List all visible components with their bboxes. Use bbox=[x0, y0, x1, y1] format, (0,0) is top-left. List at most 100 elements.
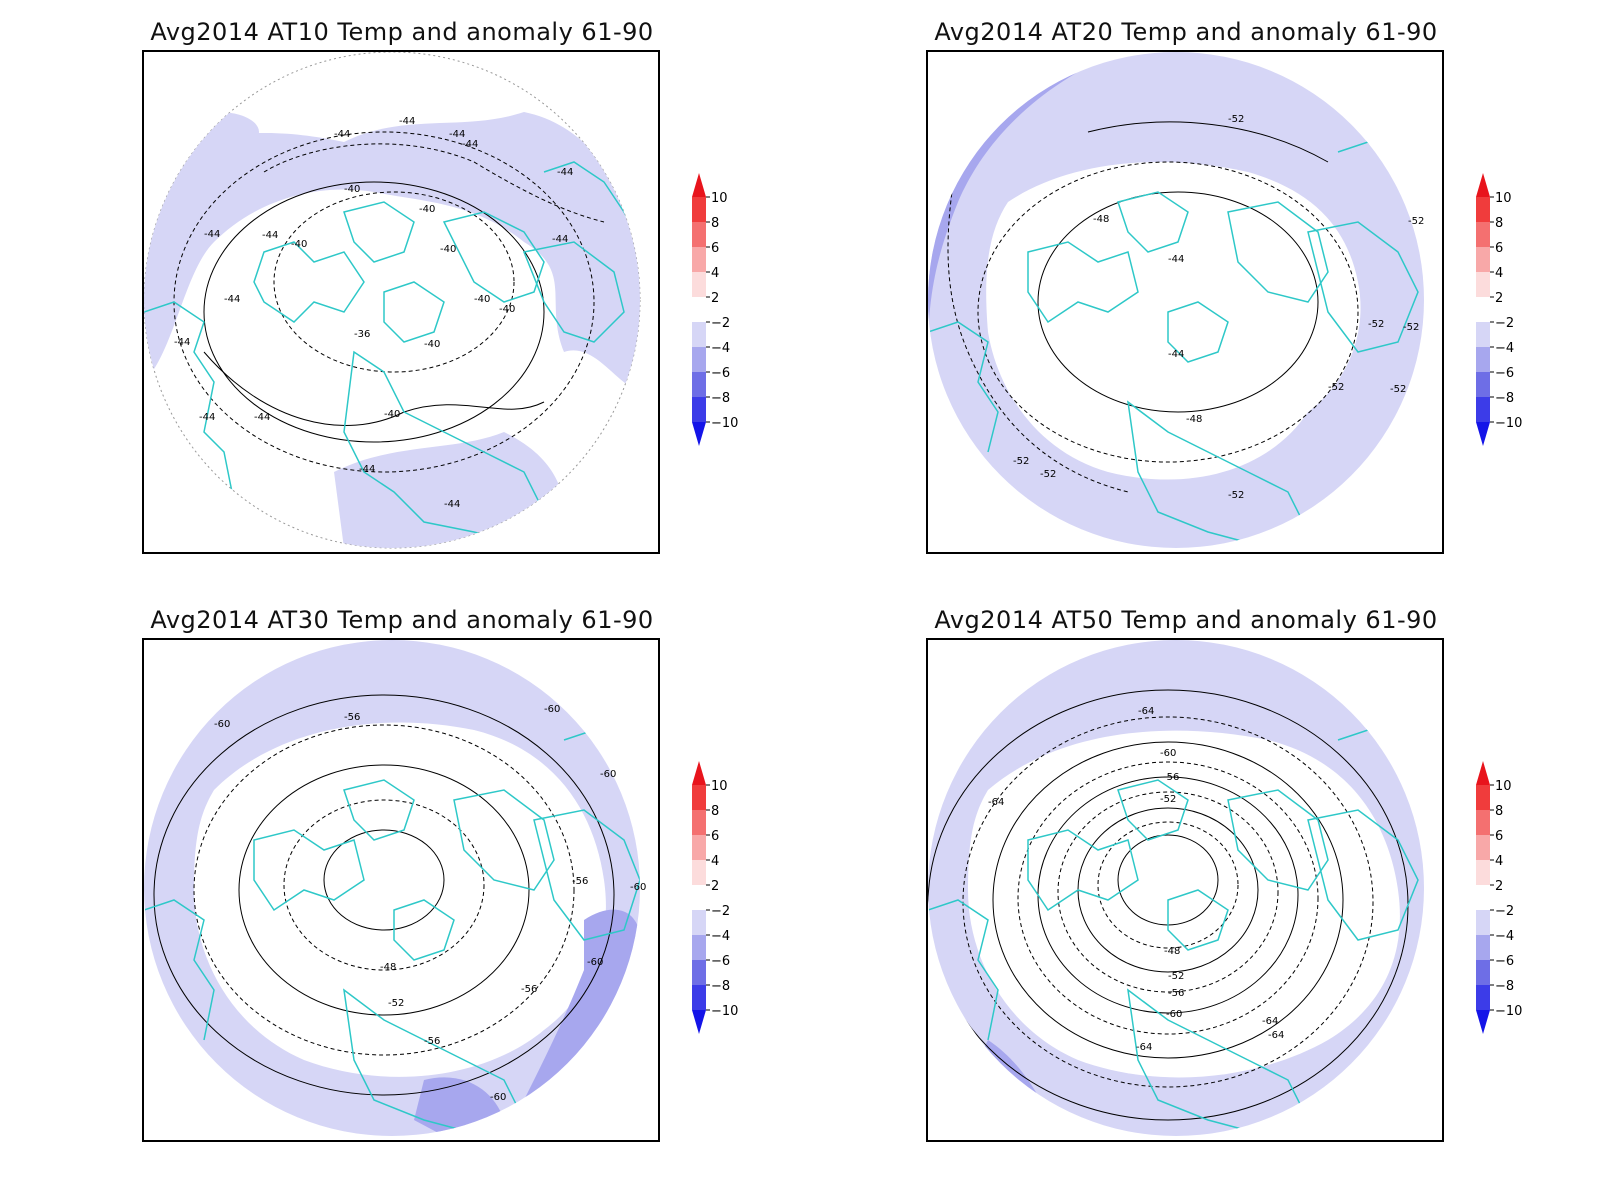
colorbar-label: −6 bbox=[1495, 954, 1514, 969]
contour-label: -48 bbox=[1186, 414, 1202, 425]
colorbar-box bbox=[1476, 935, 1490, 960]
colorbar-label: −6 bbox=[1495, 366, 1514, 381]
colorbar-label: −8 bbox=[1495, 979, 1514, 994]
colorbar-label: 10 bbox=[1495, 779, 1512, 794]
contour-label: -44 bbox=[334, 129, 350, 140]
colorbar-label: −10 bbox=[1495, 416, 1522, 431]
contour-label: -60 bbox=[1166, 1009, 1182, 1020]
colorbar-box bbox=[692, 372, 706, 397]
colorbar-max-arrow bbox=[692, 761, 706, 785]
colorbar-label: 2 bbox=[711, 291, 719, 306]
contour-label: -40 bbox=[474, 294, 490, 305]
contour-label: -60 bbox=[544, 704, 560, 715]
contour-label: -52 bbox=[1160, 794, 1176, 805]
colorbar-label: 10 bbox=[1495, 191, 1512, 206]
colorbar-label: −4 bbox=[711, 341, 730, 356]
colorbar-box bbox=[1476, 297, 1490, 322]
colorbar-box bbox=[692, 785, 706, 810]
contour-label: -44 bbox=[557, 167, 573, 178]
colorbar-box bbox=[692, 910, 706, 935]
colorbar: 10 8 6 4 2 −2 −4 −6 −8 −10 bbox=[690, 172, 760, 472]
map-frame: -52 -48 -44 -44 -48 -52 -52 -52 -52 -52 … bbox=[926, 50, 1444, 554]
colorbar-graphic: 10 8 6 4 2 −2 −4 −6 −8 −10 bbox=[692, 173, 738, 446]
map-frame: -64 -64 -60 -56 -52 -48 -52 -56 -60 -64 … bbox=[926, 638, 1444, 1142]
colorbar-box bbox=[692, 272, 706, 297]
colorbar-label: −6 bbox=[711, 954, 730, 969]
anomaly-area bbox=[334, 432, 566, 548]
colorbar-box bbox=[692, 935, 706, 960]
contours bbox=[947, 121, 1359, 493]
colorbar-box bbox=[692, 197, 706, 222]
panel-title: Avg2014 AT20 Temp and anomaly 61-90 bbox=[934, 18, 1438, 46]
colorbar-graphic: 10 8 6 4 2 −2 −4 −6 −8 −10 bbox=[1476, 761, 1522, 1034]
coastlines bbox=[928, 729, 1424, 1136]
colorbar-label: −2 bbox=[711, 904, 730, 919]
contour-label: -56 bbox=[521, 984, 537, 995]
map-panel-at20: Avg2014 AT20 Temp and anomaly 61-90 bbox=[926, 18, 1446, 558]
colorbar-box bbox=[1476, 272, 1490, 297]
colorbar-box bbox=[1476, 372, 1490, 397]
colorbar-label: 4 bbox=[1495, 266, 1503, 281]
colorbar-box bbox=[1476, 860, 1490, 885]
colorbar-label: 4 bbox=[1495, 854, 1503, 869]
colorbar-label: 6 bbox=[1495, 241, 1503, 256]
contour-label: -44 bbox=[444, 499, 460, 510]
contour-label: -52 bbox=[1408, 216, 1424, 227]
colorbar-label: 8 bbox=[1495, 804, 1503, 819]
anomaly-area bbox=[986, 162, 1361, 480]
colorbar-box bbox=[1476, 885, 1490, 910]
colorbar-box bbox=[692, 860, 706, 885]
contour-label: -40 bbox=[384, 409, 400, 420]
colorbar-box bbox=[1476, 322, 1490, 347]
colorbar-min-arrow bbox=[1476, 1010, 1490, 1034]
contour-label: -60 bbox=[587, 957, 603, 968]
colorbar-label: 8 bbox=[711, 804, 719, 819]
contour-label: -64 bbox=[1136, 1042, 1152, 1053]
contour-label: -44 bbox=[462, 139, 478, 150]
colorbar-label: 6 bbox=[711, 829, 719, 844]
contour-label: -52 bbox=[1403, 322, 1419, 333]
contour-labels: -60 -56 -60 -60 -56 -48 -52 -56 -56 -60 … bbox=[214, 704, 646, 1103]
contour-label: -60 bbox=[490, 1092, 506, 1103]
map-frame: -60 -56 -60 -60 -56 -48 -52 -56 -56 -60 … bbox=[142, 638, 660, 1142]
colorbar-min-arrow bbox=[1476, 422, 1490, 446]
contour-label: -44 bbox=[1168, 254, 1184, 265]
polar-map: -44 -44 -44 -44 -44 -44 -44 -44 -44 -44 … bbox=[144, 52, 641, 549]
contour-label: -52 bbox=[1013, 456, 1029, 467]
contour-label: -56 bbox=[1168, 988, 1184, 999]
colorbar-min-arrow bbox=[692, 422, 706, 446]
contour-label: -48 bbox=[1164, 946, 1180, 957]
contour-label: -44 bbox=[1168, 349, 1184, 360]
colorbar-label: 10 bbox=[711, 779, 728, 794]
contour-label: -52 bbox=[1390, 384, 1406, 395]
colorbar-label: 6 bbox=[1495, 829, 1503, 844]
map-panel-at50: Avg2014 AT50 Temp and anomaly 61-90 bbox=[926, 606, 1446, 1146]
contour-label: -52 bbox=[1368, 319, 1384, 330]
polar-map: -52 -48 -44 -44 -48 -52 -52 -52 -52 -52 … bbox=[928, 52, 1424, 548]
contour-label: -60 bbox=[1160, 748, 1176, 759]
contour-label: -48 bbox=[1093, 214, 1109, 225]
colorbar-label: −2 bbox=[1495, 904, 1514, 919]
panel-title: Avg2014 AT50 Temp and anomaly 61-90 bbox=[934, 606, 1438, 634]
colorbar-min-arrow bbox=[692, 1010, 706, 1034]
colorbar-box bbox=[692, 297, 706, 322]
colorbar-label: 4 bbox=[711, 266, 719, 281]
colorbar-box bbox=[1476, 347, 1490, 372]
contour-label: -44 bbox=[254, 412, 270, 423]
colorbar-label: 10 bbox=[711, 191, 728, 206]
contour-label: -60 bbox=[630, 882, 646, 893]
contour-labels: -64 -64 -60 -56 -52 -48 -52 -56 -60 -64 … bbox=[988, 706, 1284, 1053]
contour-label: -52 bbox=[1328, 382, 1344, 393]
contour-label: -40 bbox=[419, 204, 435, 215]
contour-label: -40 bbox=[499, 304, 515, 315]
contour-label: -60 bbox=[214, 719, 230, 730]
colorbar-graphic: 10 8 6 4 2 −2 −4 −6 −8 −10 bbox=[692, 761, 738, 1034]
colorbar-label: −4 bbox=[711, 929, 730, 944]
contours bbox=[153, 694, 615, 1096]
contour-label: -44 bbox=[262, 230, 278, 241]
colorbar-box bbox=[692, 347, 706, 372]
colorbar: 10 8 6 4 2 −2 −4 −6 −8 −10 bbox=[1474, 172, 1544, 472]
colorbar-label: −2 bbox=[711, 316, 730, 331]
contour-label: -44 bbox=[399, 116, 415, 127]
map-frame: -44 -44 -44 -44 -44 -44 -44 -44 -44 -44 … bbox=[142, 50, 660, 554]
